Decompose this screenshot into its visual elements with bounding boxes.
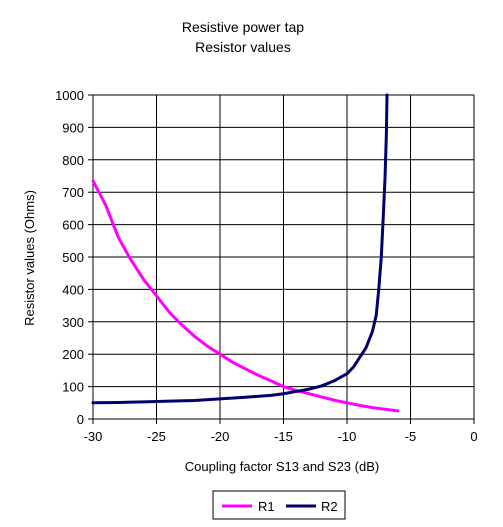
series-lines — [91, 93, 400, 413]
grid — [92, 94, 475, 420]
y-axis-label: Resistor values (Ohms) — [22, 190, 37, 326]
series-line-r2 — [91, 93, 389, 405]
chart-title: Resistive power tap — [182, 19, 304, 35]
y-tick-label: 1000 — [55, 88, 84, 103]
x-tick-label: -5 — [405, 429, 417, 444]
legend: R1 R2 — [212, 490, 346, 520]
y-tick-label: 100 — [62, 380, 84, 395]
legend-label-r1: R1 — [258, 499, 275, 514]
y-tick-label: 300 — [62, 315, 84, 330]
y-tick-label: 500 — [62, 250, 84, 265]
y-tick-label: 900 — [62, 120, 84, 135]
x-tick-label: -25 — [147, 429, 166, 444]
y-tick-label: 0 — [77, 412, 84, 427]
y-tick-label: 200 — [62, 347, 84, 362]
x-axis-ticks: -30 -25 -20 -15 -10 -5 0 — [84, 419, 478, 444]
y-tick-label: 600 — [62, 218, 84, 233]
x-tick-label: -30 — [84, 429, 103, 444]
x-tick-label: -10 — [338, 429, 357, 444]
y-tick-label: 800 — [62, 153, 84, 168]
x-axis-label: Coupling factor S13 and S23 (dB) — [185, 459, 379, 474]
legend-label-r2: R2 — [321, 499, 338, 514]
x-tick-label: 0 — [470, 429, 477, 444]
series-line-r1 — [91, 179, 400, 413]
y-tick-label: 400 — [62, 282, 84, 297]
chart-subtitle: Resistor values — [195, 39, 291, 55]
y-axis-ticks: 0 100 200 300 400 500 600 700 800 900 1000 — [55, 88, 93, 427]
x-tick-label: -15 — [274, 429, 293, 444]
y-tick-label: 700 — [62, 185, 84, 200]
x-tick-label: -20 — [211, 429, 230, 444]
